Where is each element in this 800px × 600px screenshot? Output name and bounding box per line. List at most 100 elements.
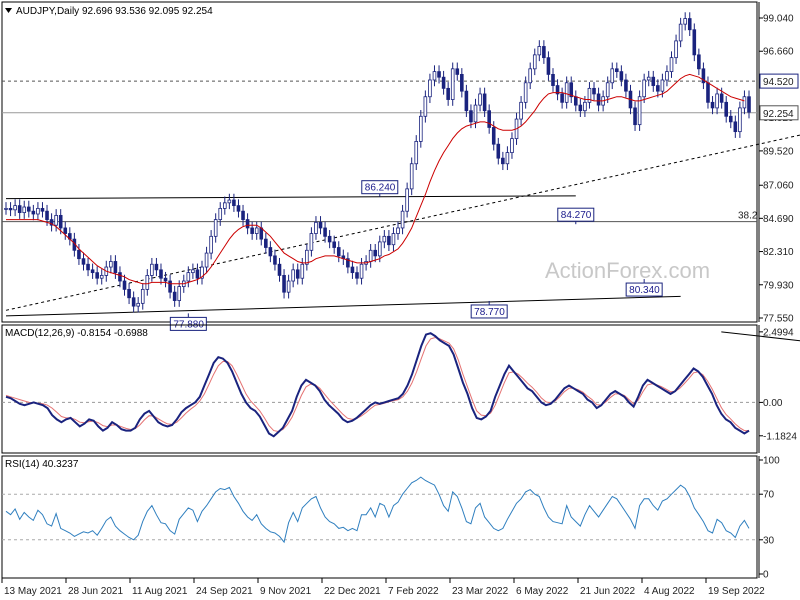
- candle-body: [555, 85, 560, 95]
- x-tick-label: 11 Aug 2021: [132, 586, 188, 597]
- candle-body: [36, 208, 40, 215]
- candle-body: [660, 79, 665, 92]
- candle-body: [519, 101, 523, 120]
- candle-body: [719, 93, 724, 103]
- macd-signal-line: [5, 336, 749, 433]
- candle-body: [469, 110, 473, 123]
- candle-body: [532, 54, 537, 70]
- candle-body: [159, 269, 163, 279]
- candle-body: [674, 40, 678, 59]
- candle-body: [232, 199, 236, 207]
- rsi-tick-label: 70: [763, 490, 775, 501]
- candle-body: [81, 258, 86, 265]
- candle-body: [496, 143, 501, 159]
- price-title: AUDJPY,Daily 92.696 93.536 92.095 92.254: [16, 6, 213, 17]
- candle-body: [336, 247, 341, 257]
- x-tick-label: 4 Aug 2022: [644, 586, 695, 597]
- candle-body: [58, 214, 63, 229]
- candle-body: [419, 115, 423, 142]
- candle-body: [733, 121, 738, 133]
- candle-body: [387, 235, 391, 246]
- candle-body: [26, 206, 31, 212]
- candle-body: [140, 288, 145, 304]
- candle-body: [528, 68, 533, 84]
- candle-body: [209, 235, 213, 254]
- candle-body: [400, 210, 405, 229]
- candle-body: [423, 96, 428, 117]
- x-tick-label: 6 May 2022: [516, 586, 569, 597]
- candle-body: [523, 82, 528, 103]
- candle-body: [569, 82, 574, 98]
- candle-body: [687, 18, 692, 31]
- candle-body: [537, 46, 542, 56]
- x-tick-label: 22 Dec 2021: [324, 586, 381, 597]
- candle-body: [373, 249, 378, 257]
- candle-body: [8, 208, 13, 211]
- candle-body: [282, 275, 286, 293]
- candle-body: [596, 93, 601, 106]
- candle-body: [573, 96, 578, 106]
- macd-tick-label: 0.00: [763, 398, 783, 409]
- candle-body: [222, 202, 227, 209]
- fib-382-label: 38.2: [738, 211, 758, 222]
- candle-body: [49, 219, 54, 226]
- price-frame: [1, 1, 758, 323]
- price-annotation-box: [625, 282, 663, 297]
- candle-body: [551, 74, 555, 86]
- candle-body: [127, 288, 131, 299]
- upper-channel-trendline: [5, 195, 576, 200]
- candle-body: [359, 263, 364, 279]
- dropdown-triangle-icon: [5, 8, 12, 13]
- x-tick-label: 7 Feb 2022: [388, 586, 439, 597]
- x-tick-label: 9 Nov 2021: [260, 586, 312, 597]
- candle-body: [31, 210, 36, 215]
- candle-body: [464, 90, 469, 112]
- macd-tick-label: 2.4994: [763, 327, 794, 338]
- price-annotation-box: [169, 316, 207, 331]
- x-axis: 13 May 2021 28 Jun 2021 11 Aug 2021 24 Sep …: [1, 578, 765, 597]
- candle-body: [195, 269, 200, 279]
- candle-body: [615, 68, 619, 73]
- candle-body: [314, 221, 318, 234]
- price-tick-label: 82.310: [763, 247, 794, 258]
- candle-body: [109, 261, 113, 268]
- candle-body: [368, 249, 373, 262]
- candle-body: [40, 208, 45, 212]
- candle-body: [382, 235, 387, 243]
- candle-body: [136, 302, 140, 307]
- candle-body: [564, 82, 569, 103]
- candle-body: [619, 71, 624, 81]
- price-annotation-box: [361, 180, 399, 195]
- candle-body: [460, 74, 464, 92]
- rsi-tick-label: 0: [763, 570, 769, 581]
- candle-body: [186, 272, 191, 282]
- candle-body: [450, 68, 455, 100]
- candle-body: [218, 208, 223, 220]
- price-tick-label: 77.550: [763, 314, 794, 325]
- candle-body: [432, 71, 437, 81]
- candle-body: [747, 96, 751, 113]
- candle-body: [300, 263, 305, 279]
- price-annotation-box: [470, 304, 508, 319]
- candle-body: [742, 96, 747, 109]
- candle-body: [227, 199, 232, 204]
- candle-body: [172, 291, 177, 301]
- lower-channel-trendline: [5, 295, 681, 317]
- candle-body: [678, 23, 683, 42]
- candle-body: [204, 252, 209, 268]
- candle-body: [405, 188, 409, 212]
- candle-body: [505, 152, 510, 165]
- price-tick-label: 87.060: [763, 181, 794, 192]
- candle-body: [409, 163, 414, 190]
- candle-body: [482, 93, 487, 112]
- x-tick-label: 24 Sep 2021: [196, 586, 253, 597]
- price-tick-label: 89.520: [763, 146, 794, 157]
- candle-body: [54, 214, 58, 226]
- candle-body: [669, 57, 674, 73]
- candle-body: [254, 227, 259, 234]
- macd-line: [5, 332, 750, 438]
- macd-panel: MACD(12,26,9) -0.8154 -0.6988 2.4994 0.00 -…: [1, 324, 800, 454]
- candle-body: [295, 269, 300, 279]
- candle-body: [95, 272, 99, 279]
- candle-body: [510, 138, 514, 153]
